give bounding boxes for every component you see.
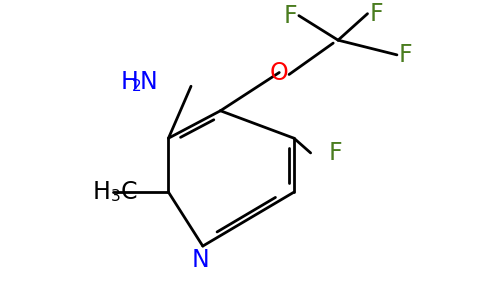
Text: C: C	[121, 180, 137, 204]
Text: F: F	[328, 141, 342, 165]
Text: H: H	[93, 180, 111, 204]
Text: F: F	[369, 2, 383, 26]
Text: 3: 3	[111, 189, 121, 204]
Text: 2: 2	[132, 79, 142, 94]
Text: F: F	[283, 4, 297, 28]
Text: H: H	[121, 70, 138, 94]
Text: N: N	[140, 70, 158, 94]
Text: O: O	[270, 61, 288, 85]
Text: N: N	[192, 248, 210, 272]
Text: F: F	[399, 43, 412, 67]
